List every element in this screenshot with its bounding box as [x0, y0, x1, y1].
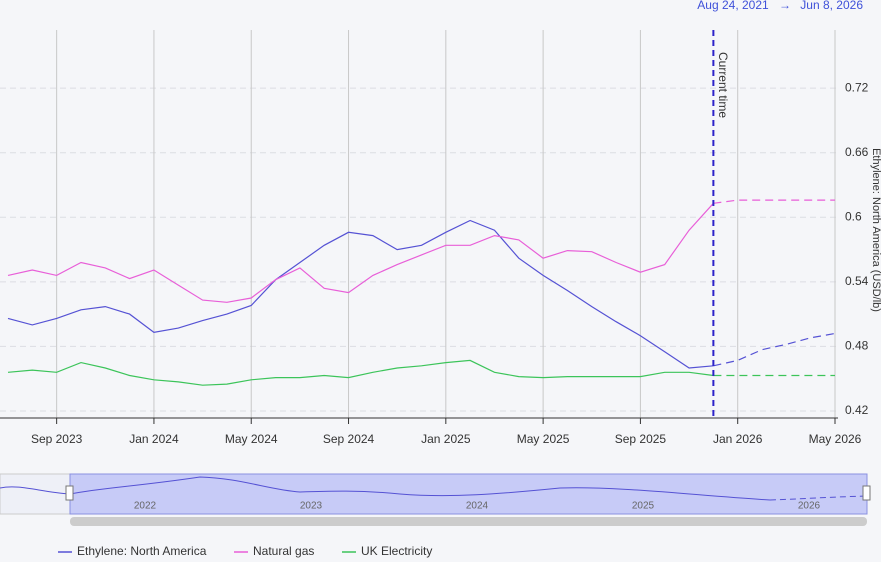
navigator-label: 2022: [134, 501, 157, 512]
legend-label: Ethylene: North America: [77, 544, 207, 558]
navigator-handle[interactable]: [65, 485, 74, 501]
legend-label: Natural gas: [253, 544, 314, 558]
navigator-forecast: [769, 495, 868, 501]
forecast-line: [713, 199, 835, 204]
scrollbar[interactable]: [70, 517, 867, 526]
legend: Ethylene: North America Natural gas UK Ele…: [58, 544, 432, 558]
forecast-line: [713, 332, 836, 367]
range-arrow: →: [779, 0, 791, 12]
y-tick-label: 0.54: [845, 274, 869, 288]
navigator-handle[interactable]: [862, 485, 871, 501]
range-start: Aug 24, 2021: [697, 0, 769, 12]
y-tick-label: 0.72: [845, 80, 869, 94]
navigator-labels: 2022 2023 2024 2025 2026: [134, 501, 821, 512]
series-line: [7, 219, 714, 369]
x-tick-label: Sep 2025: [615, 432, 667, 446]
x-tick-label: May 2026: [809, 432, 862, 446]
x-tick-label: Sep 2024: [323, 432, 375, 446]
range-end: Jun 8, 2026: [800, 0, 863, 12]
y-tick-label: 0.42: [845, 403, 869, 417]
y-tick-label: 0.48: [845, 339, 869, 353]
grid: 0.42 0.48 0.54 0.6 0.66 0.72 Sep 2023 Jan 2024 M…: [0, 30, 869, 446]
legend-label: UK Electricity: [361, 544, 432, 558]
y-tick-label: 0.6: [845, 209, 862, 223]
x-tick-label: Jan 2024: [129, 432, 179, 446]
annotation: Current time: [716, 52, 730, 118]
navigator-label: 2023: [300, 501, 323, 512]
navigator-line: [0, 476, 771, 501]
x-tick-label: May 2024: [225, 432, 278, 446]
navigator-selection[interactable]: [69, 473, 868, 515]
series-line: [7, 202, 714, 303]
navigator-label: 2026: [798, 501, 821, 512]
x-tick-label: Sep 2023: [31, 432, 83, 446]
y-tick-label: 0.66: [845, 145, 869, 159]
navigator-label: 2024: [466, 501, 489, 512]
y-axis-title: Ethylene: North America (USD/lb): [870, 148, 881, 312]
x-tick-label: Jan 2025: [421, 432, 471, 446]
plot: [7, 30, 836, 418]
x-tick-label: Jan 2026: [713, 432, 763, 446]
navigator-label: 2025: [632, 501, 655, 512]
series-line: [7, 359, 714, 386]
x-tick-label: May 2025: [517, 432, 570, 446]
